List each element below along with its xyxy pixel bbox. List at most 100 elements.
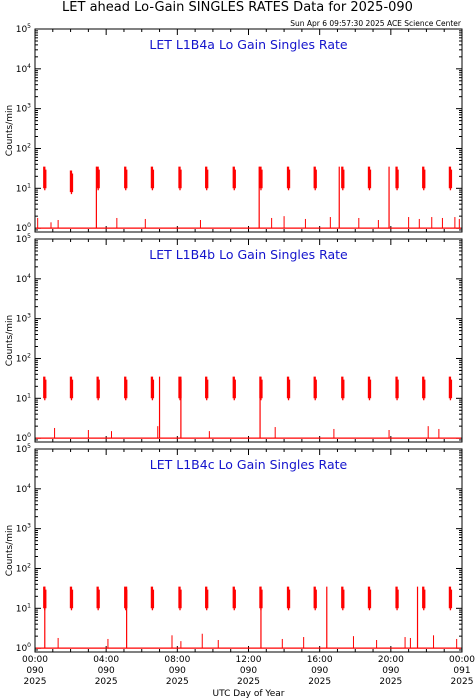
y-tick-label: 100: [16, 432, 31, 444]
panel-2: 100 101 102 103 104 105 Counts/min LET L1B4b Lo…: [5, 233, 463, 444]
y-tick-label: 103: [16, 103, 31, 115]
x-tick-year: 2025: [451, 677, 474, 687]
data-spike: [96, 376, 100, 401]
data-spike: [313, 166, 317, 191]
y-tick-label: 104: [16, 273, 31, 285]
y-axis-title: Counts/min: [5, 315, 15, 366]
data-spike: [422, 376, 426, 401]
y-axis-title: Counts/min: [5, 105, 15, 156]
y-tick-label: 103: [16, 523, 31, 535]
data-spike: [341, 376, 345, 401]
data-spike: [150, 166, 155, 191]
panel-title: LET L1B4a Lo Gain Singles Rate: [149, 37, 348, 52]
plot-frame: [34, 238, 463, 443]
x-tick-time: 00:00: [22, 655, 48, 665]
data-spike: [286, 586, 291, 611]
data-spike: [205, 586, 209, 611]
data-spike: [422, 586, 426, 611]
x-tick-time: 00:00: [449, 655, 475, 665]
x-tick-doy: 090: [26, 666, 43, 676]
timestamp: Sun Apr 6 09:57:30 2025 ACE Science Cent…: [290, 19, 461, 28]
x-tick-doy: 091: [453, 666, 470, 676]
data-spike: [341, 586, 345, 611]
plot-frame: [34, 448, 463, 653]
y-tick-label: 105: [16, 233, 31, 245]
data-spike: [178, 166, 182, 191]
data-spike: [367, 586, 372, 611]
data-spike: [313, 376, 317, 401]
y-tick-label: 101: [16, 392, 31, 404]
plot-frame: [34, 28, 463, 233]
y-axis-title: Counts/min: [5, 525, 15, 576]
y-tick-label: 105: [16, 443, 31, 455]
x-tick-doy: 090: [311, 666, 328, 676]
x-tick-year: 2025: [379, 677, 402, 687]
data-spike: [43, 376, 47, 401]
data-spike: [422, 166, 426, 191]
y-tick-label: 105: [16, 23, 31, 35]
y-tick-label: 104: [16, 483, 31, 495]
data-spike: [395, 166, 399, 191]
x-tick-doy: 090: [382, 666, 399, 676]
y-tick-label: 101: [16, 602, 31, 614]
data-spike: [150, 376, 155, 401]
data-spike: [150, 586, 155, 611]
data-spike: [96, 166, 100, 191]
data-spike: [43, 166, 47, 191]
panel-title: LET L1B4b Lo Gain Singles Rate: [149, 247, 348, 262]
data-spike: [395, 376, 399, 401]
x-tick-year: 2025: [308, 677, 331, 687]
page-title: LET ahead Lo-Gain SINGLES RATES Data for…: [62, 0, 413, 15]
data-spike: [232, 586, 236, 611]
x-tick-year: 2025: [24, 677, 47, 687]
data-spike: [232, 166, 236, 191]
y-tick-label: 103: [16, 313, 31, 325]
x-tick-time: 20:00: [378, 655, 404, 665]
x-tick-time: 04:00: [93, 655, 119, 665]
data-spike: [286, 376, 291, 401]
x-tick-doy: 090: [240, 666, 257, 676]
data-spike: [395, 586, 399, 611]
data-spike: [341, 166, 345, 191]
x-tick-doy: 090: [169, 666, 186, 676]
data-spike: [313, 586, 317, 611]
x-tick-time: 12:00: [236, 655, 262, 665]
data-spike: [178, 586, 182, 611]
y-tick-label: 102: [16, 352, 31, 364]
data-spike: [286, 166, 291, 191]
data-spike: [69, 586, 74, 611]
data-spike: [205, 166, 209, 191]
data-spike: [96, 586, 100, 611]
x-tick-year: 2025: [95, 677, 118, 687]
data-spike: [448, 376, 453, 401]
x-tick-year: 2025: [237, 677, 260, 687]
x-axis-title: UTC Day of Year: [213, 689, 285, 699]
data-spike: [69, 376, 74, 401]
panel-1: 100 101 102 103 104 105 Counts/min LET L1B4a Lo…: [5, 23, 463, 234]
data-spike: [259, 166, 263, 191]
y-tick-label: 102: [16, 142, 31, 154]
x-tick-time: 16:00: [307, 655, 333, 665]
data-spike: [124, 376, 128, 401]
panel-title: LET L1B4c Lo Gain Singles Rate: [150, 457, 348, 472]
x-tick-time: 08:00: [164, 655, 190, 665]
data-spike: [448, 586, 453, 611]
y-tick-label: 104: [16, 63, 31, 75]
panel-3: 100 101 102 103 104 105 Counts/min LET L1B4c Lo…: [5, 443, 463, 654]
data-spike: [124, 166, 128, 191]
y-tick-label: 100: [16, 642, 31, 654]
data-spike: [205, 376, 209, 401]
y-tick-label: 102: [16, 562, 31, 574]
data-spike: [69, 170, 74, 195]
data-spike: [367, 376, 372, 401]
data-spike: [232, 376, 236, 401]
data-spike: [448, 166, 453, 191]
y-tick-label: 100: [16, 222, 31, 234]
